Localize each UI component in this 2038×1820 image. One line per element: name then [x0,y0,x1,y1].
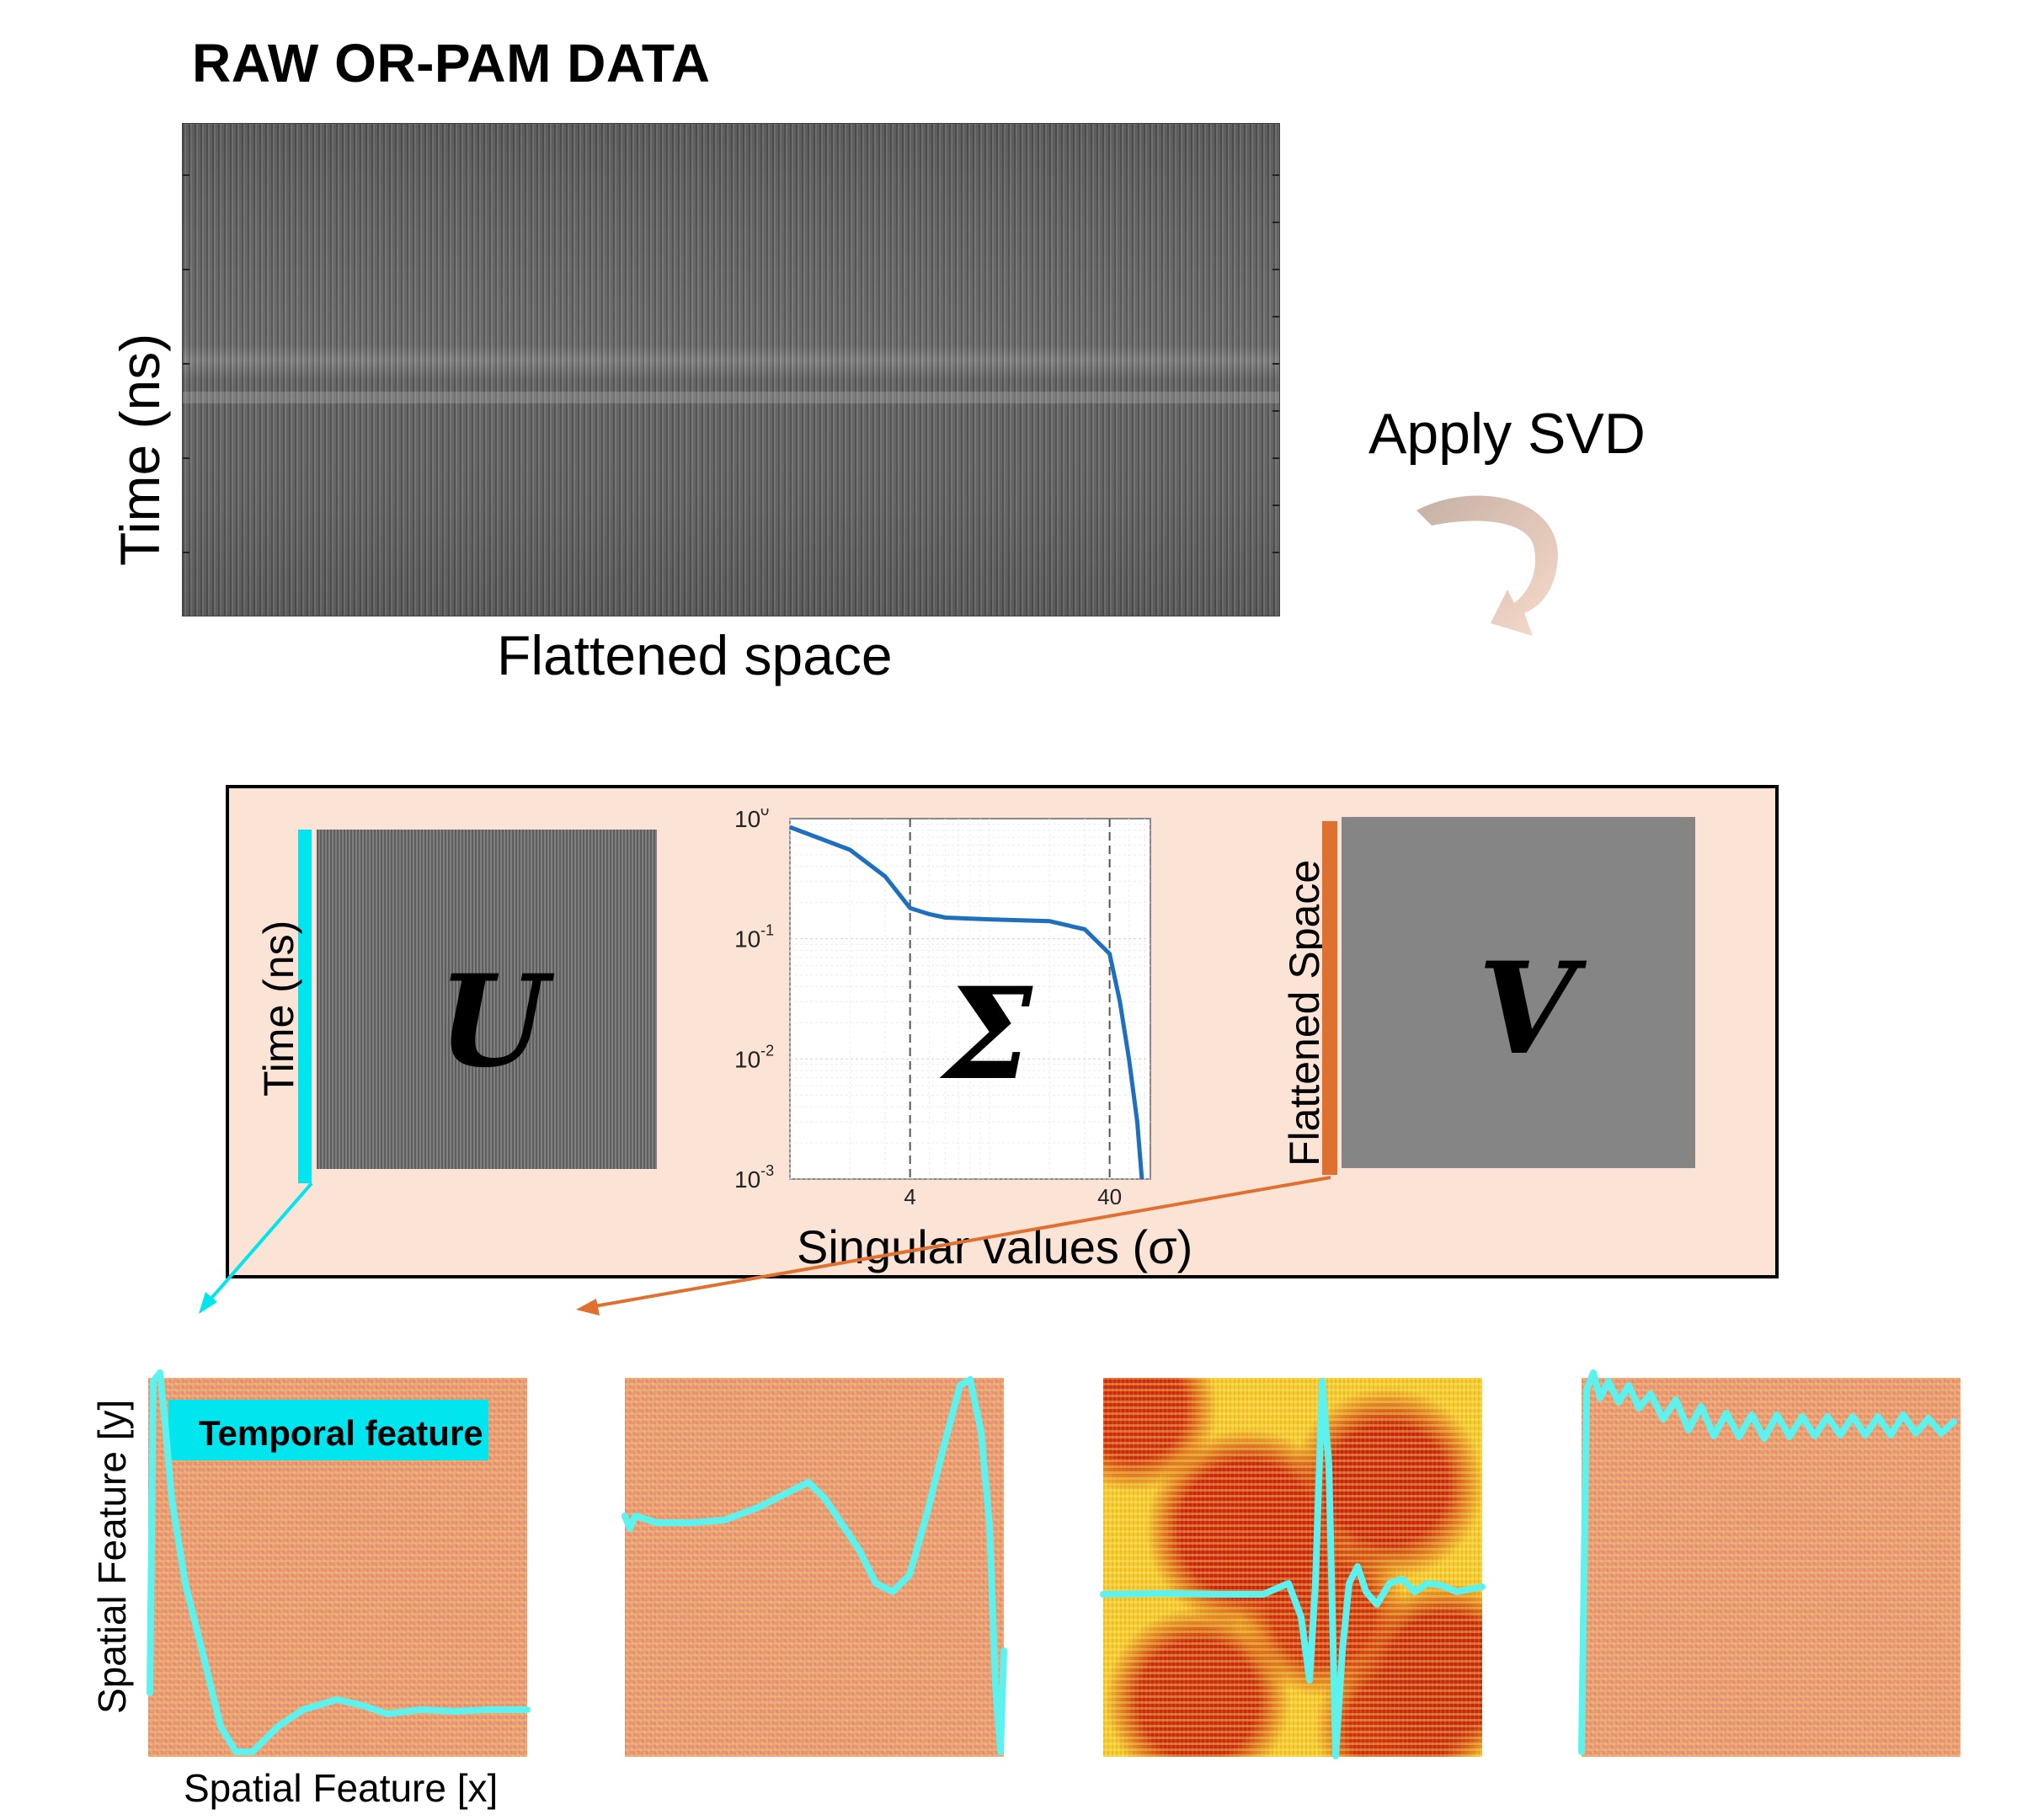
y-tick-exponent: 0 [760,809,769,819]
y-tick [1272,221,1279,223]
sigma-xlabel: Singular values (σ) [797,1220,1193,1273]
feature-panel-2 [625,1378,1004,1757]
chart-x-ticks: 4 40 [904,1184,1122,1204]
chart-vlines [909,819,1111,1179]
u-connector-arrowhead [199,1292,217,1314]
v-connector-arrowhead [576,1299,600,1316]
y-tick [1272,269,1279,270]
y-tick-exponent: -1 [760,922,774,939]
y-tick-label: 10-2 [734,1042,774,1072]
feature-panel-4 [1582,1378,1961,1757]
y-tick [1272,316,1279,318]
apply-svd-label: Apply SVD [1368,402,1646,466]
raw-data-image [182,123,1280,616]
y-tick-exponent: -3 [760,1162,774,1179]
bottom-xlabel: Spatial Feature [x] [184,1766,499,1810]
singular-value-curve [789,825,1144,1180]
y-tick [183,363,189,365]
y-tick [183,269,189,270]
temporal-trace-3 [1100,1378,1486,1759]
chart-grid [789,819,1150,1180]
y-tick [183,174,189,176]
temporal-trace-1 [147,1369,531,1755]
raw-data-title: RAW OR-PAM DATA [192,33,711,93]
raw-xlabel: Flattened space [497,624,893,686]
y-tick [1272,504,1279,506]
sigma-symbol: Σ [943,960,1033,1108]
v-space-bar [1322,821,1337,1175]
curved-arrow-icon [1416,495,1558,636]
temporal-trace-4 [1578,1369,1957,1755]
temporal-feature-label-box [168,1400,488,1460]
temporal-feature-label: Temporal feature [199,1413,483,1453]
y-tick [1272,363,1279,365]
u-time-bar [298,830,312,1183]
v-connector-line [589,1176,1331,1309]
y-tick [1272,174,1279,176]
bottom-ylabel: Spatial Feature [y] [90,1399,134,1714]
raw-signal-band [183,392,1279,403]
feature-panel-3 [1103,1378,1482,1757]
v-matrix [1342,817,1695,1168]
x-tick-label: 4 [904,1184,915,1204]
u-matrix [317,830,657,1169]
y-tick [183,552,189,553]
temporal-trace-2 [622,1376,1007,1755]
y-tick-exponent: -2 [760,1042,774,1059]
x-tick-label: 40 [1097,1184,1122,1204]
y-tick [1272,552,1279,553]
v-symbol: V [1478,935,1577,1083]
u-symbol: U [438,947,548,1096]
y-tick [1272,410,1279,412]
y-tick [1272,457,1279,459]
y-tick [183,457,189,459]
u-connector-line [207,1182,313,1303]
